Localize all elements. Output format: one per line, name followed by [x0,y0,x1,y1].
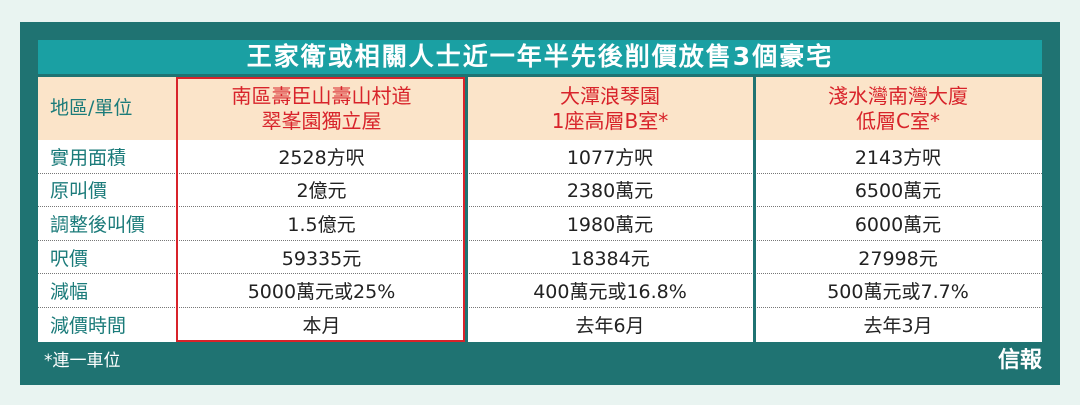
cell: 400萬元或16.8% [466,274,754,308]
cell: 18384元 [466,241,754,275]
row-label: 實用面積 [38,140,177,174]
cell: 2528方呎 [177,140,466,174]
cell: 6000萬元 [754,207,1042,241]
cell: 27998元 [754,241,1042,275]
row-label: 減價時間 [50,315,127,338]
header-cell: 地區/單位 [38,77,177,140]
header-cell: 淺水灣南灣大廈 低層C室* [754,77,1042,140]
cell: 1980萬元 [466,207,754,241]
row-label: 呎價 [38,241,177,275]
table: 地區/單位 南區壽臣山壽山村道 翠峯園獨立屋 大潭浪琴園 1座高層B室* 淺水灣南灣大廈低… [38,77,1042,342]
header-line: 淺水灣南灣大廈 [828,83,968,108]
cell: 2143方呎 [754,140,1042,174]
header-cell: 南區壽臣山壽山村道 翠峯園獨立屋 [177,77,466,140]
header-line: 1座高層B室* [551,108,669,133]
cell: 6500萬元 [754,174,1042,208]
column-divider [753,77,756,342]
cell: 59335元 [177,241,466,275]
cell: 去年6月 [575,315,645,338]
header-line: 大潭浪琴園 [559,83,660,108]
header-line: 低層C室* [856,108,940,133]
row-label: 原叫價 [38,174,177,208]
highlight-box [176,77,465,342]
cell: 500萬元或7.7% [754,274,1042,308]
cell: 1.5億元 [177,207,466,241]
header-line: 翠峯園獨立屋 [261,108,382,133]
logo: 信報 [997,347,1042,373]
cell: 1077方呎 [466,140,754,174]
cell: 2380萬元 [466,174,754,208]
title: 王家衛或相關人士近一年半先後削價放售3個豪宅 [38,40,1042,74]
header-cell: 大潭浪琴園 1座高層B室* [466,77,754,140]
cell: 本月 [302,315,341,338]
cell: 2億元 [177,174,466,208]
header-line: 南區壽臣山壽山村道 [231,83,412,108]
footnote: *連一車位 [44,351,121,371]
column-divider [465,77,468,342]
row-label: 減幅 [38,274,177,308]
frame: 王家衛或相關人士近一年半先後削價放售3個豪宅 地區/單位 南區壽臣山壽山村道 翠峯園… [20,22,1060,385]
row-label: 調整後叫價 [38,207,177,241]
cell: 去年3月 [863,315,933,338]
cell: 5000萬元或25% [177,274,466,308]
